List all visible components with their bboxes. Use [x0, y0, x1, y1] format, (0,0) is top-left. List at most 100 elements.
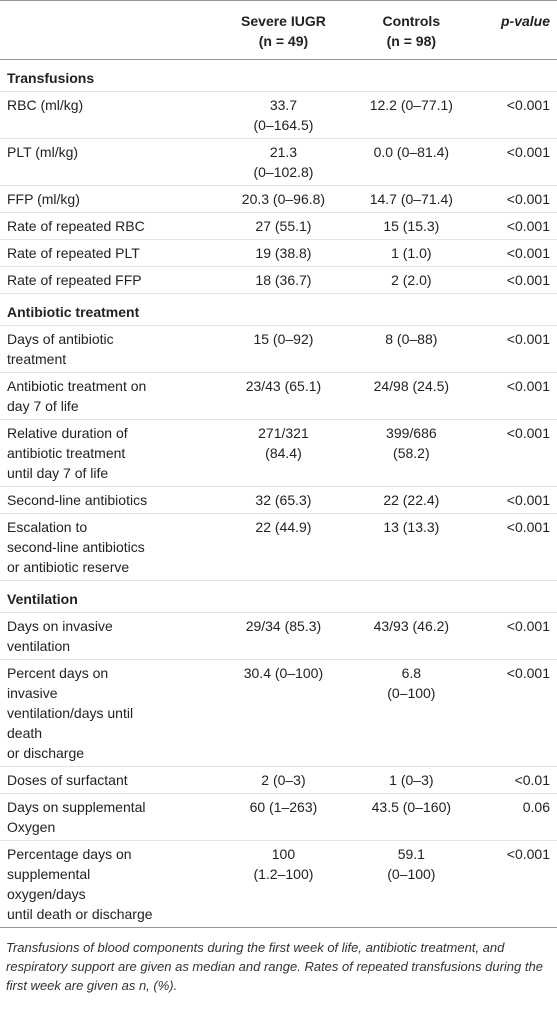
cell: 29/34 (85.3)	[245, 618, 322, 634]
cell: 22 (22.4)	[383, 492, 440, 508]
group-title: Controls	[382, 13, 441, 29]
section-title: Ventilation	[7, 591, 78, 607]
cell: <0.001	[506, 425, 550, 441]
cell: 22 (44.9)	[255, 519, 312, 535]
row-label: Days on supplemental Oxygen	[7, 799, 146, 835]
row-label: Rate of repeated FFP	[7, 272, 142, 288]
data-row: Second-line antibiotics 32 (65.3) 22 (22.4…	[0, 487, 557, 514]
data-row: PLT (ml/kg) 21.3 (0–102.8) 0.0 (0–81.4) <0.…	[0, 139, 557, 186]
group-n: (n = 98)	[386, 33, 437, 49]
row-label: Antibiotic treatment on day 7 of life	[7, 378, 147, 414]
data-row: FFP (ml/kg) 20.3 (0–96.8) 14.7 (0–71.4) <0.…	[0, 186, 557, 213]
cell: 2 (2.0)	[391, 272, 432, 288]
cell: 32 (65.3)	[255, 492, 312, 508]
cell: 19 (38.8)	[255, 245, 312, 261]
data-row: Percent days on invasive ventilation/day…	[0, 660, 557, 767]
header-row: Severe IUGR (n = 49) Controls (n = 98) p-v…	[0, 1, 557, 60]
cell: 30.4 (0–100)	[243, 665, 324, 681]
row-label: Escalation to second-line antibiotics or…	[7, 519, 145, 575]
pvalue-title: p-value	[500, 13, 550, 29]
cell: 27 (55.1)	[255, 218, 312, 234]
cell: 21.3 (0–102.8)	[253, 144, 314, 180]
cell: 100 (1.2–100)	[253, 846, 314, 882]
cell: 20.3 (0–96.8)	[241, 191, 326, 207]
row-label: Second-line antibiotics	[7, 492, 148, 508]
header-cell: p-value	[475, 1, 557, 60]
cell: <0.001	[506, 218, 550, 234]
cell: 0.0 (0–81.4)	[373, 144, 450, 160]
cell: <0.01	[514, 772, 550, 788]
row-label: Rate of repeated PLT	[7, 245, 140, 261]
data-table: Severe IUGR (n = 49) Controls (n = 98) p-v…	[0, 0, 557, 928]
data-row: Relative duration of antibiotic treatmen…	[0, 420, 557, 487]
cell: 43/93 (46.2)	[373, 618, 450, 634]
section-row: Transfusions	[0, 60, 557, 92]
cell: <0.001	[506, 97, 550, 113]
cell: <0.001	[506, 665, 550, 681]
cell: 23/43 (65.1)	[245, 378, 322, 394]
data-row: Rate of repeated RBC 27 (55.1) 15 (15.3) <0…	[0, 213, 557, 240]
cell: 18 (36.7)	[255, 272, 312, 288]
row-label: RBC (ml/kg)	[7, 97, 84, 113]
data-row: Rate of repeated PLT 19 (38.8) 1 (1.0) <0.0…	[0, 240, 557, 267]
group-title: Severe IUGR	[241, 13, 326, 29]
cell: 6.8 (0–100)	[387, 665, 436, 701]
cell: 60 (1–263)	[249, 799, 318, 815]
cell: 1 (1.0)	[391, 245, 432, 261]
cell: 13 (13.3)	[383, 519, 440, 535]
cell: 59.1 (0–100)	[387, 846, 436, 882]
section-title: Transfusions	[7, 70, 95, 86]
cell: <0.001	[506, 618, 550, 634]
cell: 15 (0–92)	[253, 331, 314, 347]
section-row: Ventilation	[0, 581, 557, 613]
header-cell: Controls (n = 98)	[348, 1, 475, 60]
data-row: Rate of repeated FFP 18 (36.7) 2 (2.0) <0.0…	[0, 267, 557, 294]
group-n: (n = 49)	[258, 33, 309, 49]
cell: 8 (0–88)	[385, 331, 438, 347]
cell: 15 (15.3)	[383, 218, 440, 234]
footnote: Transfusions of blood components during …	[6, 940, 543, 993]
row-label: Percent days on invasive ventilation/day…	[7, 665, 134, 761]
cell: 33.7 (0–164.5)	[253, 97, 314, 133]
cell: 0.06	[522, 799, 550, 815]
cell: <0.001	[506, 378, 550, 394]
cell: <0.001	[506, 519, 550, 535]
data-row: Escalation to second-line antibiotics or…	[0, 514, 557, 581]
data-row: RBC (ml/kg) 33.7 (0–164.5) 12.2 (0–77.1) <0…	[0, 92, 557, 139]
cell: 12.2 (0–77.1)	[369, 97, 453, 113]
cell: 24/98 (24.5)	[373, 378, 450, 394]
data-row: Doses of surfactant 2 (0–3) 1 (0–3) <0.01	[0, 767, 557, 794]
cell: 43.5 (0–160)	[371, 799, 452, 815]
data-row: Percentage days on supplemental oxygen/d…	[0, 841, 557, 928]
row-label: Percentage days on supplemental oxygen/d…	[7, 846, 153, 922]
row-label: PLT (ml/kg)	[7, 144, 79, 160]
data-row: Days on supplemental Oxygen 60 (1–263) 43.…	[0, 794, 557, 841]
cell: 399/686 (58.2)	[386, 425, 437, 461]
row-label: Days on invasive ventilation	[7, 618, 113, 654]
header-cell	[0, 1, 219, 60]
table-body: Transfusions RBC (ml/kg) 33.7 (0–164.5) 12.…	[0, 60, 557, 928]
cell: <0.001	[506, 191, 550, 207]
cell: <0.001	[506, 846, 550, 862]
data-row: Days on invasive ventilation 29/34 (85.3)…	[0, 613, 557, 660]
header-cell: Severe IUGR (n = 49)	[219, 1, 348, 60]
row-label: FFP (ml/kg)	[7, 191, 80, 207]
cell: <0.001	[506, 144, 550, 160]
row-label: Doses of surfactant	[7, 772, 128, 788]
row-label: Relative duration of antibiotic treatmen…	[7, 425, 128, 481]
cell: <0.001	[506, 492, 550, 508]
section-title: Antibiotic treatment	[7, 304, 140, 320]
cell: <0.001	[506, 272, 550, 288]
cell: 271/321 (84.4)	[258, 425, 309, 461]
row-label: Rate of repeated RBC	[7, 218, 145, 234]
data-row: Days of antibiotic treatment 15 (0–92) 8 (…	[0, 326, 557, 373]
row-label: Days of antibiotic treatment	[7, 331, 114, 367]
cell: 2 (0–3)	[261, 772, 306, 788]
cell: <0.001	[506, 331, 550, 347]
cell: 1 (0–3)	[389, 772, 434, 788]
cell: <0.001	[506, 245, 550, 261]
cell: 14.7 (0–71.4)	[369, 191, 453, 207]
section-row: Antibiotic treatment	[0, 294, 557, 326]
data-row: Antibiotic treatment on day 7 of life 23/…	[0, 373, 557, 420]
